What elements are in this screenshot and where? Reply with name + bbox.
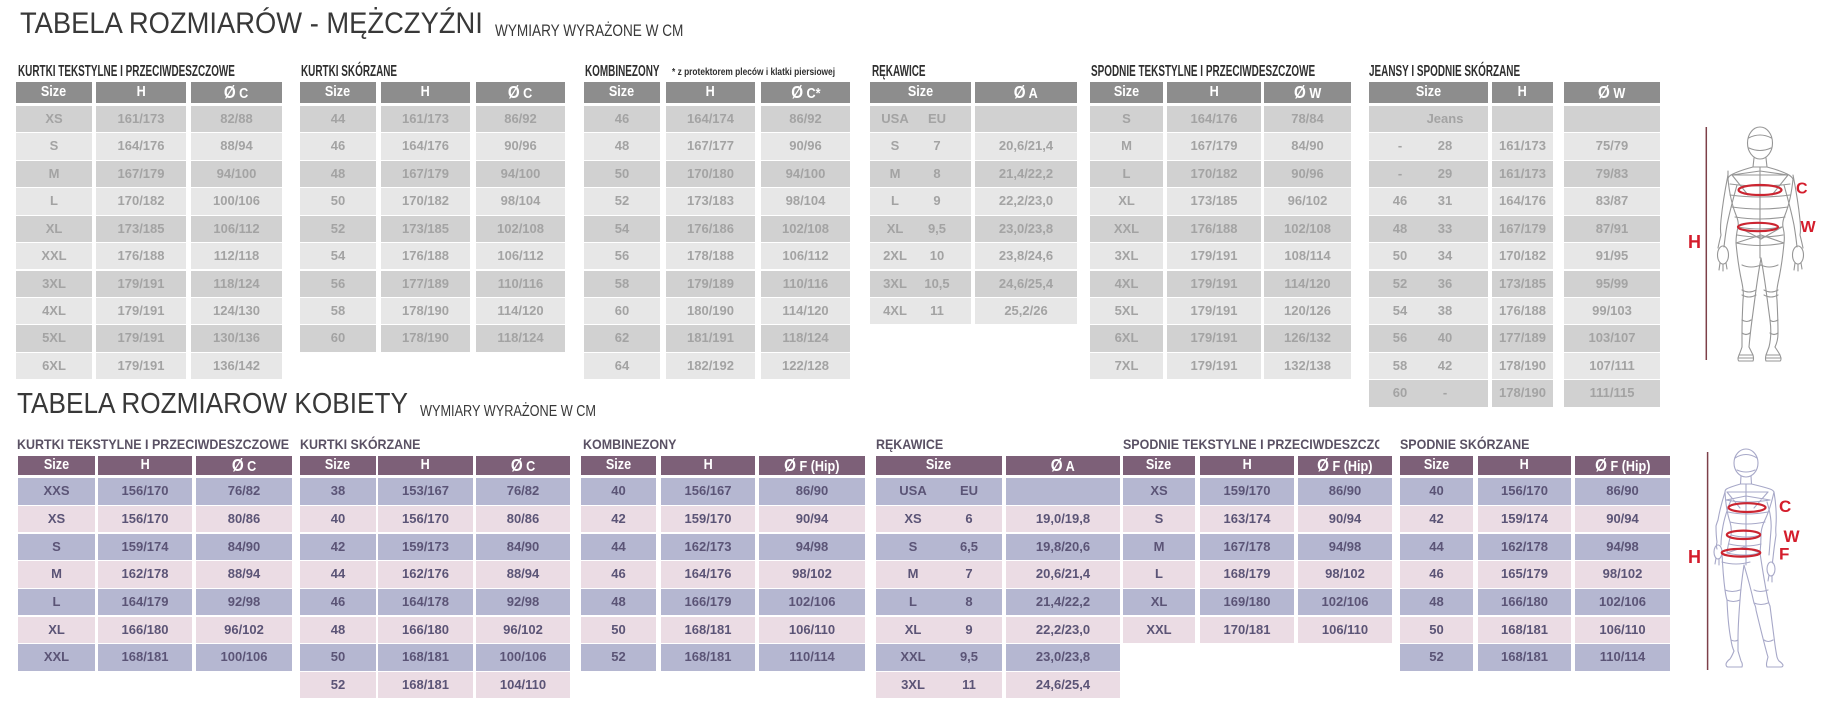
svg-text:W: W: [1801, 219, 1817, 236]
svg-text:H: H: [1688, 232, 1701, 252]
svg-text:C: C: [1796, 181, 1808, 198]
svg-text:C: C: [1779, 497, 1791, 516]
svg-text:H: H: [1688, 547, 1701, 567]
svg-text:F: F: [1779, 545, 1789, 564]
svg-text:W: W: [1784, 527, 1801, 546]
